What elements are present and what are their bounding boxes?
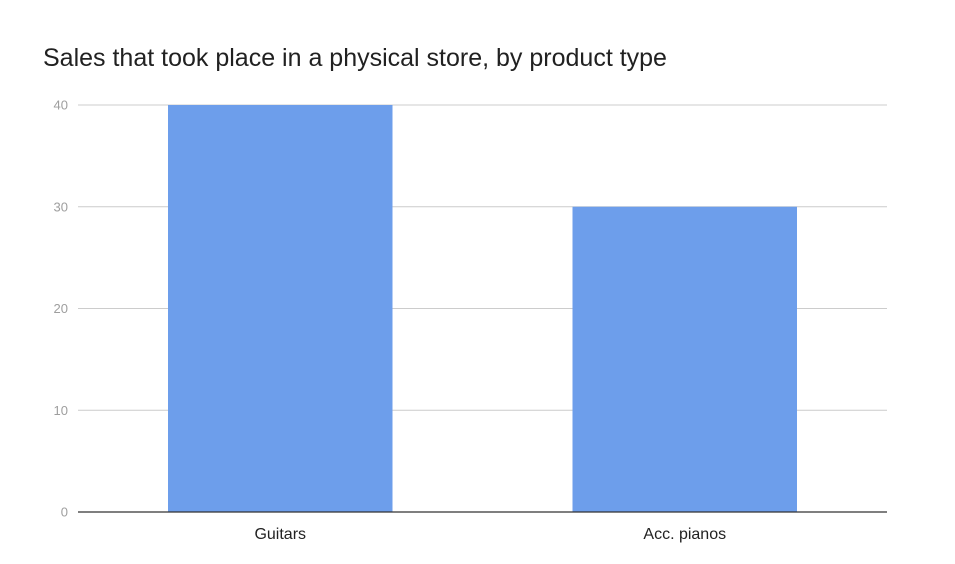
x-category-label: Guitars [254, 526, 306, 543]
x-category-label: Acc. pianos [643, 526, 726, 543]
chart-title: Sales that took place in a physical stor… [43, 44, 667, 72]
y-tick-label: 30 [54, 199, 68, 214]
bar-guitars [168, 105, 393, 512]
y-tick-label: 20 [54, 301, 68, 316]
y-tick-label: 40 [54, 98, 68, 113]
bar-acc-pianos [572, 206, 797, 512]
y-tick-label: 0 [61, 505, 68, 520]
y-tick-label: 10 [54, 403, 68, 418]
